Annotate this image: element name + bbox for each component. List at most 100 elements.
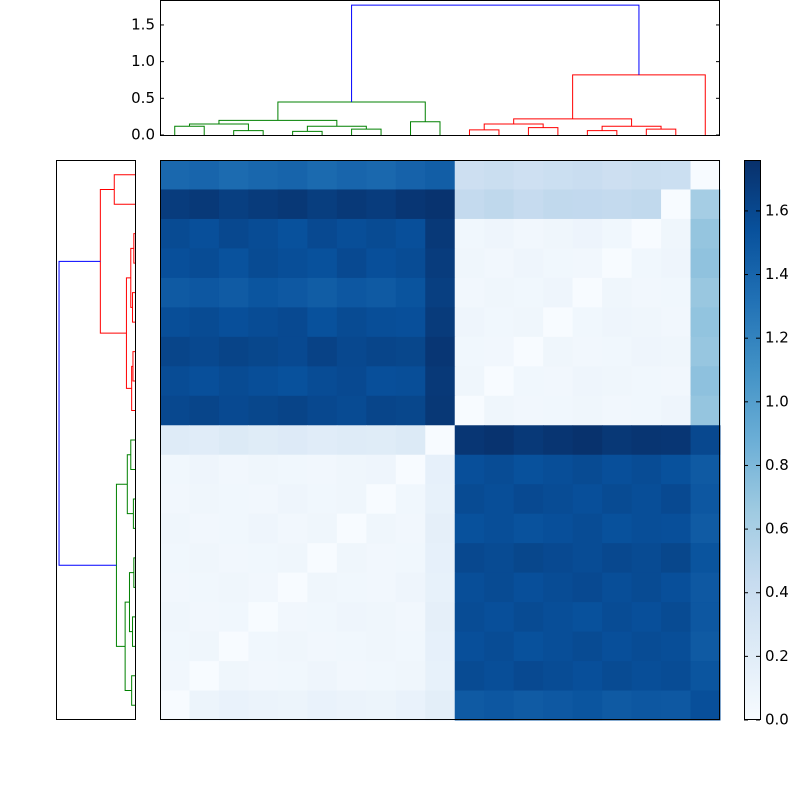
heatmap-cell xyxy=(484,307,515,338)
dendrogram-link xyxy=(277,101,426,122)
heatmap-cell xyxy=(661,218,692,249)
heatmap-cell xyxy=(218,277,249,308)
heatmap-cell xyxy=(366,248,397,279)
heatmap-cell xyxy=(513,189,544,220)
heatmap-cell xyxy=(661,661,692,692)
dendrogram-link xyxy=(58,260,117,566)
heatmap-cell xyxy=(277,454,308,485)
heatmap-cell xyxy=(484,218,515,249)
heatmap-cell xyxy=(218,395,249,426)
heatmap-cell xyxy=(602,160,633,190)
heatmap-cell xyxy=(218,425,249,456)
heatmap-cell xyxy=(160,484,190,515)
heatmap-cell xyxy=(602,366,633,397)
colorbar-tick-label: 1.4 xyxy=(765,265,789,283)
dendrogram-link xyxy=(306,125,367,132)
heatmap-cell xyxy=(277,366,308,397)
heatmap-cell xyxy=(160,454,190,485)
colorbar-tick-label: 1.6 xyxy=(765,201,789,219)
heatmap-cell xyxy=(248,336,279,367)
heatmap-cell xyxy=(513,513,544,544)
heatmap-cell xyxy=(543,218,574,249)
dendrogram-link xyxy=(115,483,128,647)
heatmap-cell xyxy=(690,454,721,485)
heatmap-cell xyxy=(425,366,456,397)
heatmap-cell xyxy=(631,513,662,544)
heatmap-cell xyxy=(395,277,426,308)
heatmap-cell xyxy=(366,661,397,692)
colorbar-frame xyxy=(744,160,761,720)
heatmap-cell xyxy=(425,218,456,249)
heatmap-cell xyxy=(336,395,367,426)
heatmap-cell xyxy=(543,189,574,220)
dendrogram-link xyxy=(586,130,618,135)
heatmap-cell xyxy=(690,513,721,544)
colorbar-tick-label: 0.2 xyxy=(765,647,789,665)
heatmap-cell xyxy=(454,395,485,426)
heatmap-cell xyxy=(631,572,662,603)
heatmap-cell xyxy=(690,307,721,338)
heatmap-cell xyxy=(160,602,190,633)
top-axes-frame xyxy=(160,0,720,136)
heatmap-cell xyxy=(307,218,338,249)
heatmap-cell xyxy=(395,484,426,515)
dendrogram-link xyxy=(601,125,662,131)
heatmap-cell xyxy=(307,189,338,220)
heatmap-cell xyxy=(661,307,692,338)
dendrogram-link xyxy=(124,601,132,692)
heatmap-cell xyxy=(425,336,456,367)
heatmap-cell xyxy=(395,336,426,367)
heatmap-cell xyxy=(513,395,544,426)
heatmap-cell xyxy=(160,425,190,456)
heatmap-cell xyxy=(395,395,426,426)
heatmap-cell xyxy=(218,454,249,485)
heatmap-cell xyxy=(366,631,397,662)
heatmap-cell xyxy=(572,189,603,220)
heatmap-cell xyxy=(572,690,603,721)
heatmap-cell xyxy=(661,602,692,633)
axes: 0.0 0.5 1.0 1.5 0.0 0.2 0.4 0.6 0.8 1.0 1.2 1.4 1.6 xyxy=(131,15,789,728)
heatmap-cell xyxy=(631,307,662,338)
heatmap-cell xyxy=(395,513,426,544)
heatmap-cell xyxy=(189,366,220,397)
heatmap-cell xyxy=(484,366,515,397)
heatmap-cell xyxy=(543,366,574,397)
heatmap-cell xyxy=(218,307,249,338)
heatmap-cell xyxy=(189,513,220,544)
heatmap-cell xyxy=(336,631,367,662)
heatmap-cell xyxy=(366,602,397,633)
heatmap-cell xyxy=(307,336,338,367)
dendrogram-link xyxy=(132,292,136,323)
heatmap-cell xyxy=(513,690,544,721)
heatmap-cell xyxy=(661,513,692,544)
heatmap-cell xyxy=(336,336,367,367)
heatmap-cell xyxy=(543,425,574,456)
heatmap-cell xyxy=(454,602,485,633)
y-tick-label: 1.0 xyxy=(131,52,155,70)
heatmap-cell xyxy=(218,484,249,515)
heatmap-cell xyxy=(366,395,397,426)
heatmap-cell xyxy=(160,189,190,220)
heatmap-cell xyxy=(395,454,426,485)
dendrogram-link xyxy=(572,74,706,135)
heatmap-cell xyxy=(572,602,603,633)
heatmap-cell xyxy=(484,513,515,544)
heatmap-cell xyxy=(307,160,338,190)
heatmap-cell xyxy=(395,690,426,721)
heatmap-cell xyxy=(690,690,721,721)
dendrogram-link xyxy=(132,616,136,647)
heatmap-cell xyxy=(572,543,603,574)
heatmap-cell xyxy=(307,484,338,515)
heatmap-cell xyxy=(690,484,721,515)
heatmap-cell xyxy=(484,484,515,515)
heatmap-cell xyxy=(248,160,279,190)
heatmap-cell xyxy=(336,248,367,279)
heatmap-cell xyxy=(543,602,574,633)
dendrogram-link xyxy=(527,127,559,135)
heatmap-cell xyxy=(336,189,367,220)
heatmap-cell xyxy=(218,661,249,692)
heatmap-cell xyxy=(484,572,515,603)
heatmap-cell xyxy=(307,366,338,397)
heatmap-cell xyxy=(454,484,485,515)
